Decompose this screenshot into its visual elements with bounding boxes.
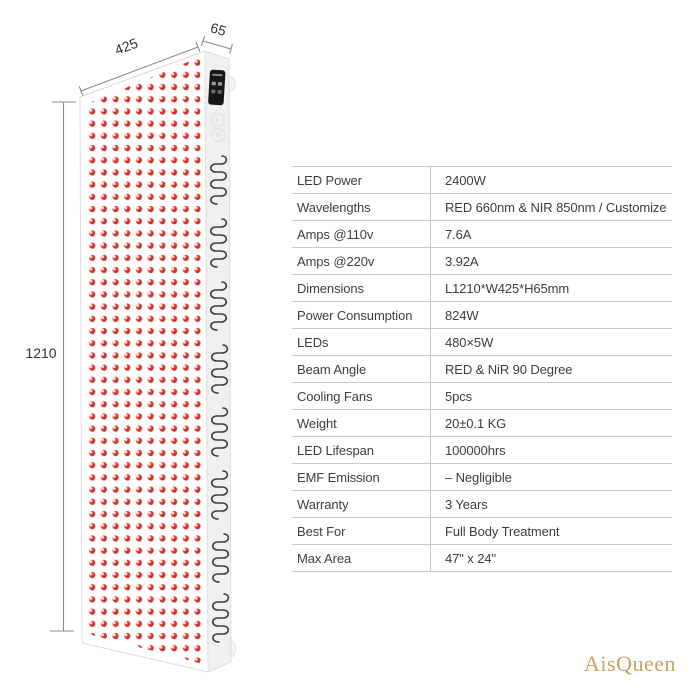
- table-row: Dimensions L1210*W425*H65mm: [292, 275, 672, 302]
- spec-value: 100000hrs: [430, 437, 672, 463]
- spec-table: LED Power 2400W Wavelengths RED 660nm & …: [292, 166, 672, 572]
- table-row: Warranty 3 Years: [292, 491, 672, 518]
- table-row: Power Consumption 824W: [292, 302, 672, 329]
- spec-value: L1210*W425*H65mm: [430, 275, 672, 301]
- table-row: Wavelengths RED 660nm & NIR 850nm / Cust…: [292, 194, 672, 221]
- led-array: [87, 57, 203, 664]
- brand-logo: AisQueen: [584, 651, 676, 676]
- spec-value: RED & NiR 90 Degree: [430, 356, 672, 382]
- spec-value: 824W: [430, 302, 672, 328]
- table-row: Amps @220v 3.92A: [292, 248, 672, 275]
- spec-label: Cooling Fans: [297, 388, 373, 404]
- spec-label: Warranty: [297, 496, 349, 512]
- spec-label: LED Lifespan: [297, 442, 374, 458]
- table-row: LED Lifespan 100000hrs: [292, 437, 672, 464]
- dim-height-label: 1210: [25, 345, 56, 361]
- spec-label: LED Power: [297, 172, 362, 188]
- dimension-lines: [50, 36, 233, 632]
- spec-value: RED 660nm & NIR 850nm / Customize: [430, 194, 672, 220]
- spec-label: Power Consumption: [297, 307, 413, 323]
- spec-value: – Negligible: [430, 464, 672, 490]
- table-row: Weight 20±0.1 KG: [292, 410, 672, 437]
- spec-label: Beam Angle: [297, 361, 367, 377]
- spec-label: Max Area: [297, 550, 352, 566]
- spec-value: 47" x 24": [430, 545, 672, 571]
- spec-value: Full Body Treatment: [430, 518, 672, 544]
- spec-label: Best For: [297, 523, 346, 539]
- spec-value: 3 Years: [430, 491, 672, 517]
- spec-label: Weight: [297, 415, 337, 431]
- spec-label: Amps @110v: [297, 226, 374, 242]
- spec-label: Amps @220v: [297, 253, 375, 269]
- table-row: LED Power 2400W: [292, 167, 672, 194]
- fan-grille: [210, 113, 226, 142]
- spec-value: 5pcs: [430, 383, 672, 409]
- table-row: EMF Emission – Negligible: [292, 464, 672, 491]
- table-row: Cooling Fans 5pcs: [292, 383, 672, 410]
- table-row: LEDs 480×5W: [292, 329, 672, 356]
- spec-value: 7.6A: [430, 221, 672, 247]
- dim-depth-label: 65: [209, 19, 229, 39]
- spec-label: Dimensions: [297, 280, 364, 296]
- dim-width-label: 425: [112, 35, 140, 58]
- table-row: Beam Angle RED & NiR 90 Degree: [292, 356, 672, 383]
- table-row: Amps @110v 7.6A: [292, 221, 672, 248]
- panel-edge: [204, 50, 209, 673]
- spec-label: Wavelengths: [297, 199, 371, 215]
- spec-value: 20±0.1 KG: [430, 410, 672, 436]
- spec-label: LEDs: [297, 334, 329, 350]
- spec-value: 2400W: [430, 167, 672, 193]
- table-row: Best For Full Body Treatment: [292, 518, 672, 545]
- control-display: [208, 69, 226, 106]
- spec-value: 3.92A: [430, 248, 672, 274]
- table-row: Max Area 47" x 24": [292, 545, 672, 572]
- led-panel-illustration: 1210 425 65: [25, 19, 236, 673]
- spec-value: 480×5W: [430, 329, 672, 355]
- spec-label: EMF Emission: [297, 469, 380, 485]
